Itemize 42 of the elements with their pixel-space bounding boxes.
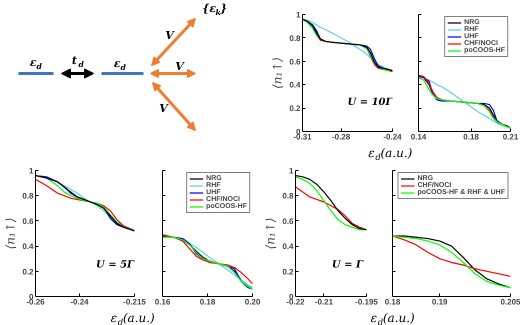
y-axis-title: ⟨n₁↑⟩ xyxy=(263,218,278,250)
x-tick-label: 0.16 xyxy=(154,298,171,306)
y-tick-label: 0.8 xyxy=(22,192,34,201)
y-tick-label: 0.4 xyxy=(289,80,302,90)
y-tick-label: 0.6 xyxy=(282,216,294,226)
x-tick-label: -0.28 xyxy=(332,132,351,142)
y-tick-label: 0.2 xyxy=(289,104,302,114)
text: V xyxy=(159,102,170,115)
y-tick-label: 0.8 xyxy=(289,34,302,43)
y-tick-label: 0.6 xyxy=(22,216,34,226)
y-axis-title: ⟨n₁↑⟩ xyxy=(3,218,18,250)
x-tick-label: -0.21 xyxy=(314,298,334,306)
y-tick-label: 1 xyxy=(289,166,294,176)
annotation: U = Γ xyxy=(332,260,364,270)
y-tick-label: 0.2 xyxy=(22,267,34,276)
line-series xyxy=(296,186,366,230)
text: V xyxy=(175,60,186,73)
x-tick-label: -0.31 xyxy=(293,132,312,142)
x-tick-label: 0.18 xyxy=(384,298,401,306)
x-tick-label: -0.195 xyxy=(355,298,378,306)
text: V xyxy=(165,29,176,42)
x-tick-label: 0.19 xyxy=(432,298,448,306)
y-tick-label: 0.6 xyxy=(289,57,302,66)
x-tick-label: 0.21 xyxy=(502,132,519,142)
y-tick-label: 0.4 xyxy=(22,242,34,252)
annotation: U = 5Γ xyxy=(96,260,136,270)
x-tick-label: -0.24 xyxy=(70,298,90,306)
x-tick-label: -0.24 xyxy=(383,132,402,142)
x-tick-label: -0.26 xyxy=(26,298,46,306)
y-tick-label: 1 xyxy=(296,10,302,20)
x-tick-label: -0.215 xyxy=(123,298,146,306)
x-tick-label: 0.18 xyxy=(200,298,216,306)
y-tick-label: 0.2 xyxy=(282,267,294,276)
x-tick-label: 0.20 xyxy=(244,298,261,306)
y-tick-label: 0.8 xyxy=(282,192,294,201)
y-axis-title: ⟨n₁↑⟩ xyxy=(270,57,284,89)
y-tick-label: 0.4 xyxy=(282,242,294,252)
x-tick-label: 0.205 xyxy=(500,298,520,306)
y-tick-label: 1 xyxy=(29,166,34,176)
x-tick-label: -0.22 xyxy=(286,298,306,306)
x-tick-label: 0.14 xyxy=(410,132,427,142)
x-tick-label: 0.18 xyxy=(463,132,480,142)
